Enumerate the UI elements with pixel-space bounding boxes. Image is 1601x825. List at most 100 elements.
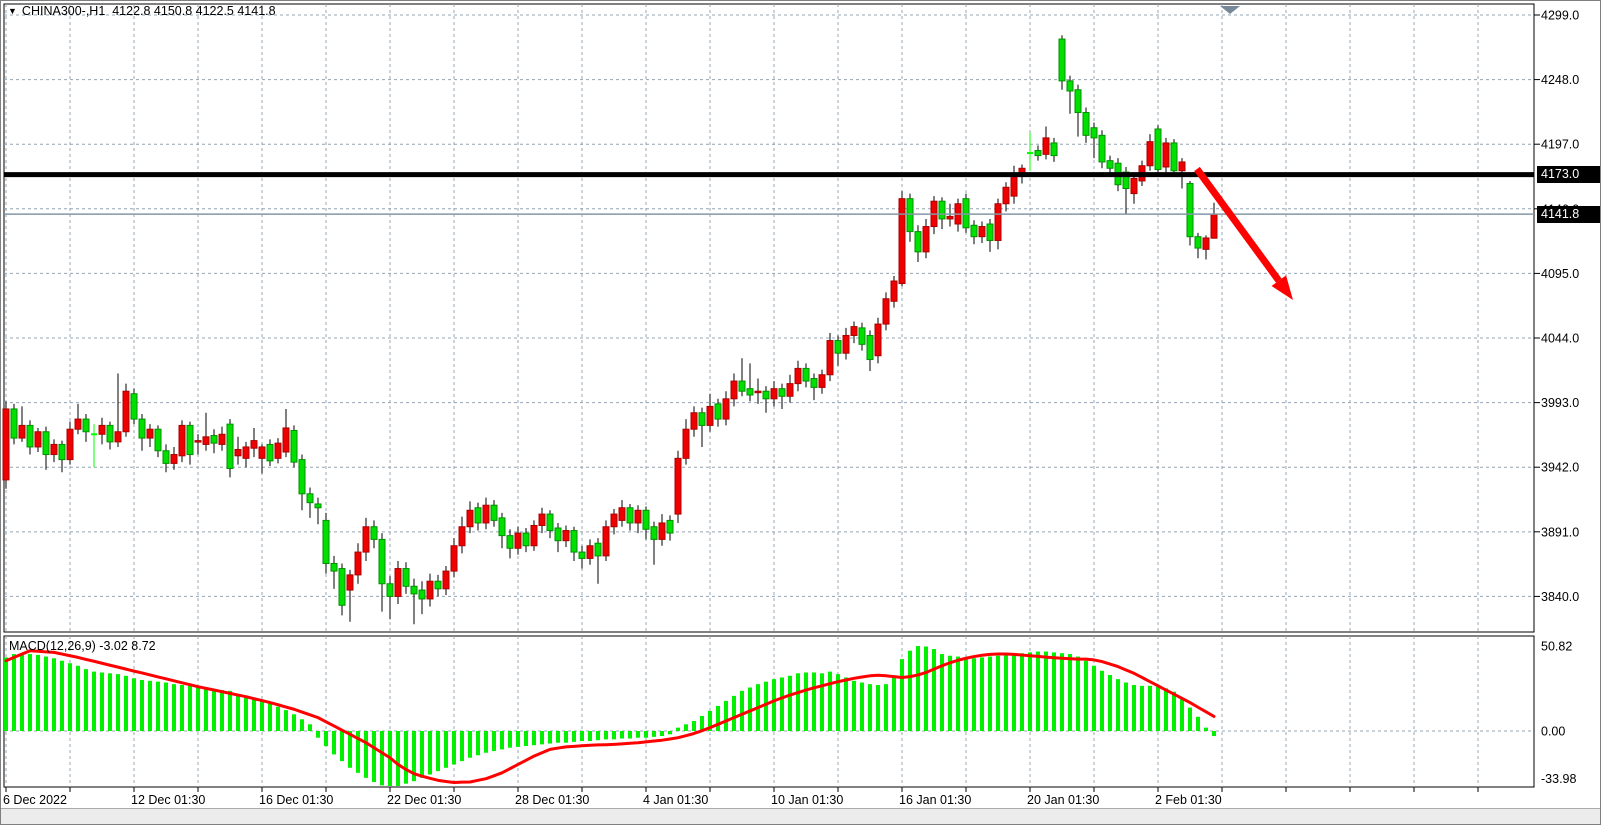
macd-histogram-bar bbox=[244, 696, 248, 731]
current-price-badge: 4141.8 bbox=[1537, 205, 1600, 223]
macd-histogram-bar bbox=[236, 694, 240, 731]
candle bbox=[530, 524, 538, 547]
macd-histogram-bar bbox=[228, 690, 232, 731]
candle bbox=[554, 527, 562, 542]
candle bbox=[674, 457, 682, 515]
macd-histogram-bar bbox=[84, 669, 88, 731]
macd-histogram-bar bbox=[1020, 653, 1024, 731]
time-axis-label: 10 Jan 01:30 bbox=[771, 793, 843, 807]
candle bbox=[282, 427, 290, 453]
macd-histogram-bar bbox=[332, 731, 336, 755]
macd-histogram-bar bbox=[964, 657, 968, 731]
chart-title-bar: ▼ CHINA300-,H1 4122.8 4150.8 4122.5 4141… bbox=[8, 4, 276, 18]
macd-histogram-bar bbox=[636, 731, 640, 738]
macd-tick-label: 0.00 bbox=[1541, 725, 1565, 739]
time-axis-label: 20 Jan 01:30 bbox=[1027, 793, 1099, 807]
candle bbox=[386, 583, 394, 597]
candle bbox=[506, 535, 514, 549]
time-axis-label: 4 Jan 01:30 bbox=[643, 793, 708, 807]
candle bbox=[1162, 142, 1170, 168]
candle bbox=[754, 390, 762, 394]
candle bbox=[546, 513, 554, 532]
macd-histogram-bar bbox=[764, 681, 768, 731]
macd-histogram-bar bbox=[932, 649, 936, 731]
macd-histogram-bar bbox=[380, 731, 384, 786]
macd-histogram-bar bbox=[1148, 685, 1152, 731]
macd-histogram-bar bbox=[356, 731, 360, 773]
macd-histogram-bar bbox=[540, 731, 544, 745]
candle bbox=[786, 383, 794, 397]
candle bbox=[682, 428, 690, 459]
macd-histogram-bar bbox=[988, 656, 992, 731]
candle bbox=[218, 433, 226, 445]
macd-tick-label: 50.82 bbox=[1541, 639, 1572, 653]
candle bbox=[714, 403, 722, 420]
candle bbox=[34, 431, 42, 448]
macd-histogram-bar bbox=[396, 731, 400, 786]
macd-histogram-bar bbox=[916, 646, 920, 731]
candle bbox=[306, 493, 314, 504]
macd-histogram-bar bbox=[852, 680, 856, 731]
candle bbox=[338, 568, 346, 606]
macd-histogram-bar bbox=[188, 685, 192, 731]
candle bbox=[818, 374, 826, 388]
macd-histogram-bar bbox=[20, 653, 24, 731]
candle bbox=[362, 526, 370, 553]
macd-histogram-bar bbox=[972, 658, 976, 731]
candle bbox=[330, 562, 338, 572]
macd-pane[interactable] bbox=[3, 635, 1535, 788]
macd-histogram-bar bbox=[500, 731, 504, 750]
trend-arrow-shaft[interactable] bbox=[1194, 166, 1282, 283]
window-bottom-strip bbox=[1, 808, 1600, 824]
candle bbox=[26, 424, 34, 448]
candle bbox=[274, 442, 282, 459]
macd-histogram-bar bbox=[804, 672, 808, 731]
candle bbox=[354, 551, 362, 576]
price-pane[interactable] bbox=[3, 3, 1535, 633]
macd-histogram-bar bbox=[452, 731, 456, 765]
candle bbox=[426, 580, 434, 600]
macd-histogram-bar bbox=[300, 719, 304, 731]
macd-histogram-bar bbox=[716, 705, 720, 731]
candle bbox=[170, 454, 178, 464]
macd-histogram-bar bbox=[700, 715, 704, 731]
candle bbox=[1178, 161, 1186, 172]
candle bbox=[1074, 89, 1082, 114]
candle bbox=[162, 450, 170, 464]
macd-histogram-bar bbox=[820, 673, 824, 731]
candle bbox=[2, 408, 10, 481]
candle bbox=[522, 532, 530, 547]
macd-histogram-bar bbox=[900, 659, 904, 731]
macd-histogram-bar bbox=[292, 714, 296, 731]
candle bbox=[458, 526, 466, 547]
candle bbox=[1082, 112, 1090, 136]
macd-histogram-bar bbox=[1004, 654, 1008, 731]
macd-histogram-bar bbox=[428, 731, 432, 775]
macd-histogram-bar bbox=[436, 731, 440, 772]
candle bbox=[314, 503, 322, 509]
candle bbox=[690, 412, 698, 430]
candle bbox=[1002, 186, 1010, 205]
macd-histogram-bar bbox=[548, 731, 552, 744]
macd-histogram-bar bbox=[844, 677, 848, 731]
candle bbox=[1122, 171, 1130, 190]
candle bbox=[1050, 142, 1058, 157]
chart-shift-marker-icon[interactable] bbox=[1220, 6, 1240, 14]
candle bbox=[858, 327, 866, 345]
macd-histogram-bar bbox=[1140, 685, 1144, 731]
candle bbox=[618, 507, 626, 521]
macd-histogram-bar bbox=[308, 724, 312, 731]
symbol-dropdown-icon[interactable]: ▼ bbox=[8, 5, 17, 16]
candle bbox=[914, 231, 922, 253]
macd-histogram-bar bbox=[796, 673, 800, 731]
candle bbox=[1170, 142, 1178, 172]
candle bbox=[410, 585, 418, 595]
price-tick-label: 4248.0 bbox=[1541, 73, 1579, 87]
trend-arrow-head[interactable] bbox=[1271, 275, 1293, 300]
candle bbox=[722, 398, 730, 420]
macd-histogram-bar bbox=[652, 731, 656, 737]
macd-histogram-bar bbox=[404, 731, 408, 784]
macd-histogram-bar bbox=[588, 731, 592, 742]
macd-histogram-bar bbox=[732, 695, 736, 731]
